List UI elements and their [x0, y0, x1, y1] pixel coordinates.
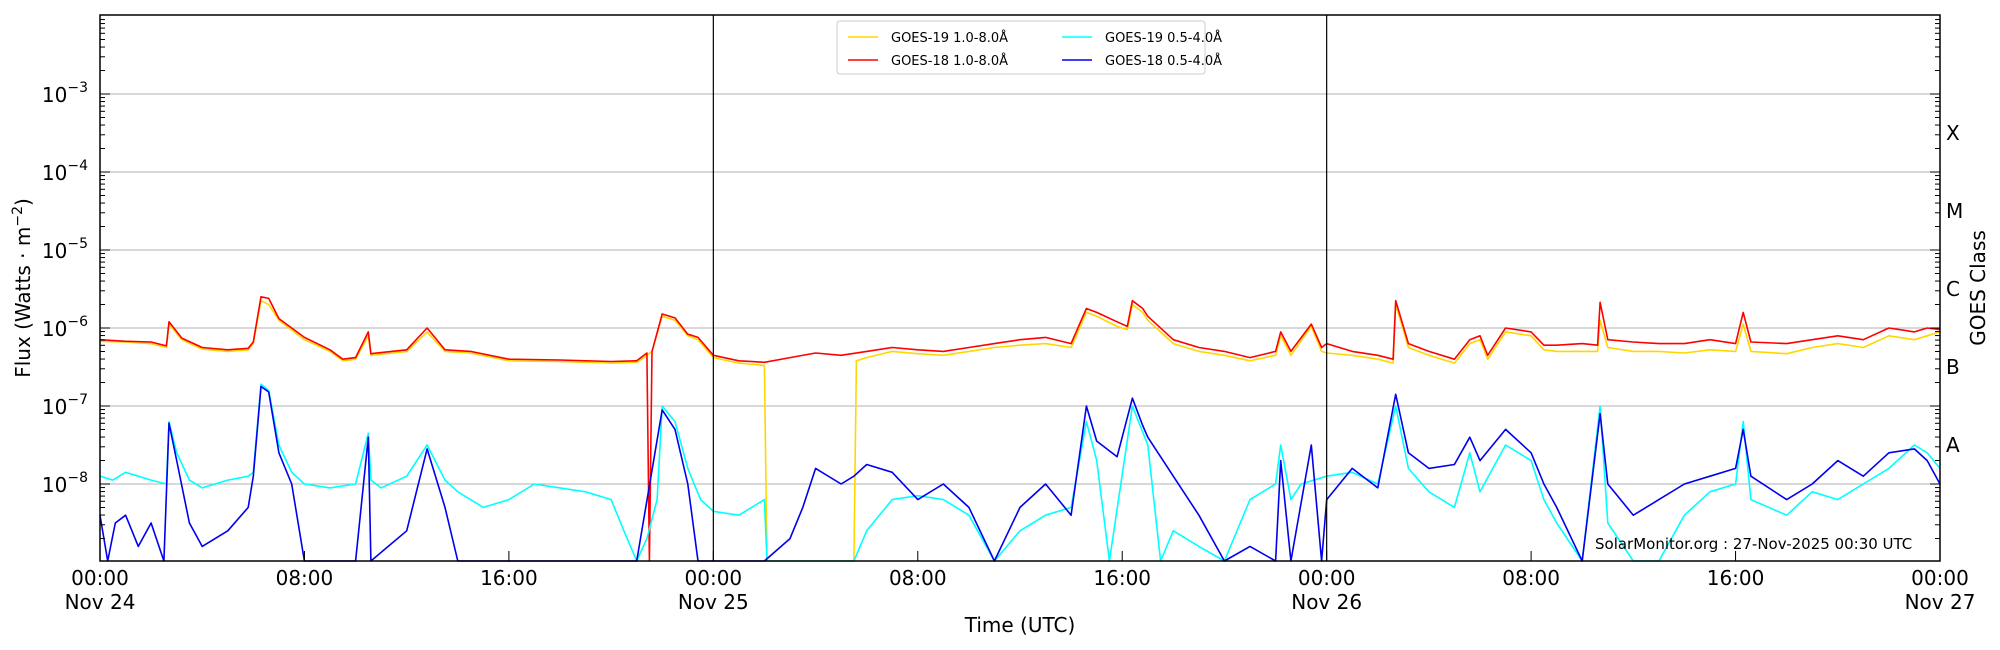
legend-label: GOES-18 0.5-4.0Å	[1105, 53, 1222, 69]
y-tick-label: 10−7	[42, 392, 88, 419]
watermark-text: SolarMonitor.org : 27-Nov-2025 00:30 UTC	[1595, 535, 1912, 553]
data-series	[99, 295, 1941, 562]
x-tick-label: 16:00	[480, 566, 538, 590]
x-tick-date: Nov 25	[678, 590, 749, 614]
goes-class-label: C	[1946, 277, 1960, 301]
y-axis-title-right: GOES Class	[1966, 230, 1990, 346]
series-line-3	[99, 385, 1941, 562]
legend: GOES-19 1.0-8.0Å GOES-19 0.5-4.0Å GOES-18 …	[836, 20, 1222, 75]
plot-frame	[99, 14, 1941, 562]
y-tick-label: 10−3	[42, 80, 88, 107]
y-axis-title-left: Flux (Watts · m−2)	[10, 198, 35, 378]
goes-class-label: X	[1946, 121, 1960, 145]
x-tick-date: Nov 24	[65, 590, 136, 614]
x-axis-title: Time (UTC)	[964, 613, 1076, 637]
y-axis-ticks: 10−3 10−4 10−5 10−6 10−7 10−8	[42, 19, 1940, 540]
y-tick-label: 10−4	[42, 158, 88, 185]
y-tick-label: 10−8	[42, 470, 88, 497]
goes-class-label: B	[1946, 355, 1960, 379]
grid-lines	[100, 93, 1940, 485]
x-tick-label: 00:00	[71, 566, 129, 590]
legend-box	[836, 20, 1206, 75]
goes-class-label: M	[1946, 199, 1963, 223]
goes-class-label: A	[1946, 433, 1960, 457]
x-tick-label: 00:00	[1911, 566, 1969, 590]
legend-label: GOES-19 1.0-8.0Å	[891, 30, 1008, 46]
day-boundary-lines	[712, 15, 1328, 561]
series-line-1	[99, 295, 1941, 562]
x-tick-label: 00:00	[685, 566, 743, 590]
x-tick-label: 16:00	[1093, 566, 1151, 590]
series-line-0	[99, 299, 1941, 562]
legend-label: GOES-19 0.5-4.0Å	[1105, 30, 1222, 46]
x-tick-date: Nov 26	[1291, 590, 1362, 614]
legend-label: GOES-18 1.0-8.0Å	[891, 53, 1008, 69]
x-tick-label: 16:00	[1707, 566, 1765, 590]
x-tick-label: 00:00	[1298, 566, 1356, 590]
goes-class-labels: X M C B A	[1946, 121, 1963, 457]
x-tick-date: Nov 27	[1905, 590, 1976, 614]
x-tick-label: 08:00	[1502, 566, 1560, 590]
y-tick-label: 10−5	[42, 236, 88, 263]
y-tick-label: 10−6	[42, 314, 88, 341]
x-tick-label: 08:00	[889, 566, 947, 590]
x-tick-label: 08:00	[276, 566, 334, 590]
